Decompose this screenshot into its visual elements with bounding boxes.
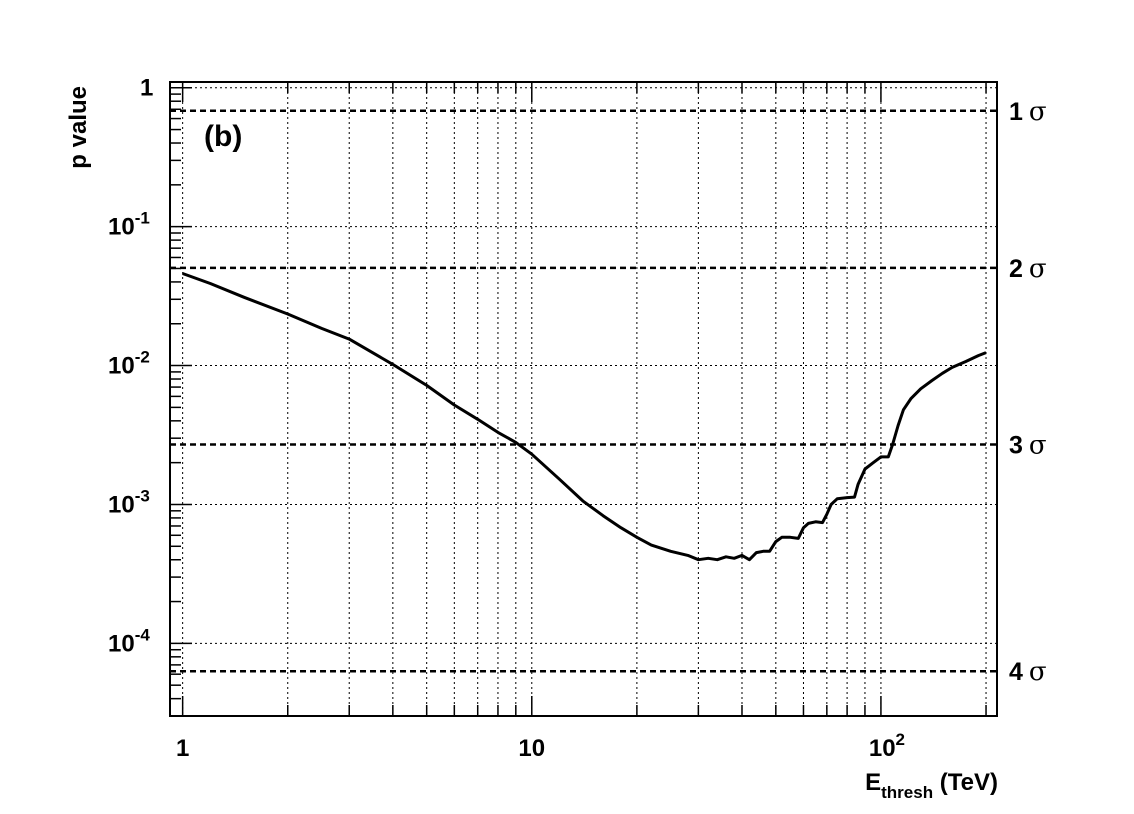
sigma-number: 1: [1009, 98, 1023, 126]
y-tick-base: 10: [108, 630, 135, 657]
x-tick-exponent: 2: [896, 730, 905, 749]
y-tick-label: 10-3: [108, 486, 150, 518]
grid-layer: [170, 82, 997, 716]
plot-frame: [169, 81, 998, 717]
y-tick-label: 10-2: [108, 348, 150, 380]
x-tick-base: 10: [869, 735, 896, 762]
y-tick-exponent: -4: [135, 625, 151, 644]
sigma-symbol: σ: [1029, 97, 1047, 127]
y-tick-label: 1: [140, 75, 153, 102]
y-tick-label: 10-4: [108, 625, 150, 657]
sigma-number: 3: [1009, 432, 1023, 460]
x-axis-title: Ethresh (TeV): [865, 769, 998, 802]
sigma-symbol: σ: [1029, 254, 1047, 284]
sigma-symbol: σ: [1029, 657, 1047, 687]
x-tick-base: 1: [176, 735, 189, 762]
panel-label: (b): [204, 120, 242, 153]
y-tick-label: 10-1: [108, 209, 150, 241]
y-tick-base: 10: [108, 353, 135, 380]
y-tick-exponent: -3: [135, 486, 150, 505]
x-tick-base: 10: [518, 735, 545, 762]
x-axis-title-main: E: [865, 769, 881, 796]
sigma-symbol: σ: [1029, 431, 1047, 461]
x-tick-label: 102: [869, 730, 905, 762]
sigma-number: 4: [1009, 658, 1023, 686]
x-axis-title-subscript: thresh: [881, 783, 933, 802]
series-layer: [182, 272, 987, 562]
p-value-curve: [182, 272, 987, 562]
x-tick-label: 10: [518, 735, 545, 762]
x-tick-label: 1: [176, 735, 189, 762]
y-tick-exponent: -1: [135, 209, 150, 228]
y-tick-base: 1: [140, 75, 153, 102]
x-axis-title-unit: (TeV): [933, 769, 998, 796]
sigma-number: 2: [1009, 255, 1023, 283]
y-axis-title: p value: [65, 86, 92, 169]
y-tick-exponent: -2: [135, 348, 150, 367]
y-tick-base: 10: [108, 214, 135, 241]
sigma-lines-layer: 1 σ2 σ3 σ4 σ: [170, 97, 1047, 687]
y-tick-base: 10: [108, 491, 135, 518]
